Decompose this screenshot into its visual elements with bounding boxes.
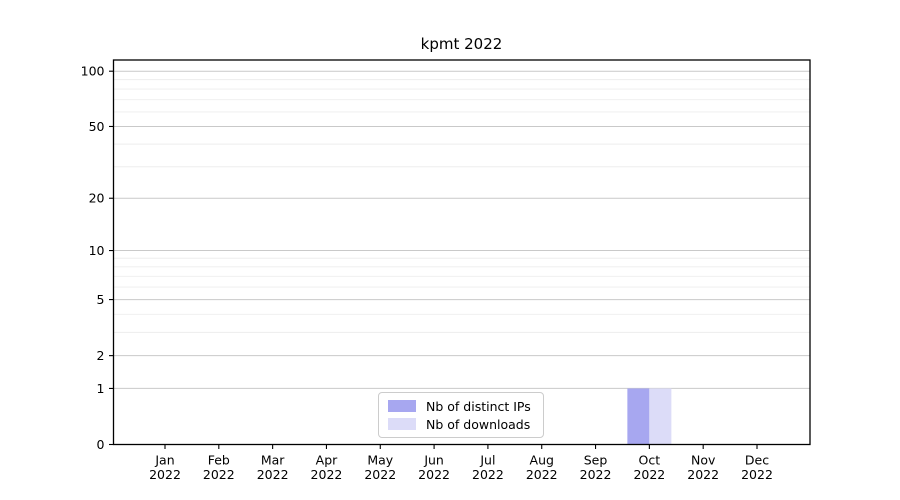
x-tick-label-year: 2022: [633, 467, 665, 482]
major-gridlines: [113, 70, 810, 389]
x-tick-label-year: 2022: [364, 467, 396, 482]
x-tick-label-year: 2022: [472, 467, 504, 482]
y-tick-label: 1: [97, 381, 105, 396]
bars: [627, 388, 672, 445]
x-tick-label-month: Jan: [154, 453, 174, 468]
legend-swatch-distinct-ips: [388, 400, 416, 412]
axis-ticks: [109, 70, 758, 449]
x-tick-labels: Jan2022Feb2022Mar2022Apr2022May2022Jun20…: [149, 453, 773, 483]
y-tick-label: 10: [89, 243, 105, 258]
y-tick-labels: 0 1 2 5 10 20 50 100: [81, 64, 105, 452]
y-tick-label: 20: [89, 191, 105, 206]
x-tick-label-month: Oct: [639, 453, 661, 468]
legend-item-distinct-ips: Nb of distinct IPs: [388, 398, 534, 414]
x-tick-label-year: 2022: [741, 467, 773, 482]
chart-legend: Nb of distinct IPs Nb of downloads: [378, 392, 544, 438]
legend-item-downloads: Nb of downloads: [388, 416, 534, 432]
minor-gridlines: [113, 79, 810, 333]
x-tick-label-month: Apr: [316, 453, 338, 468]
x-tick-label-month: May: [367, 453, 393, 468]
y-tick-label: 0: [97, 437, 105, 452]
legend-swatch-downloads: [388, 418, 416, 430]
x-tick-label-year: 2022: [257, 467, 289, 482]
chart-title: kpmt 2022: [420, 35, 503, 53]
x-tick-label-month: Feb: [208, 453, 230, 468]
x-tick-label-month: Nov: [691, 453, 716, 468]
x-tick-label-month: Jul: [479, 453, 495, 468]
legend-label-downloads: Nb of downloads: [426, 416, 531, 432]
y-tick-label: 50: [89, 119, 105, 134]
x-tick-label-month: Dec: [745, 453, 769, 468]
x-tick-label-year: 2022: [311, 467, 343, 482]
x-tick-label-year: 2022: [203, 467, 235, 482]
x-tick-label-year: 2022: [149, 467, 181, 482]
x-tick-label-month: Mar: [261, 453, 285, 468]
bar-series-0-month-9: [627, 388, 650, 445]
legend-label-distinct-ips: Nb of distinct IPs: [426, 398, 531, 414]
x-tick-label-month: Sep: [584, 453, 608, 468]
y-tick-label: 2: [97, 348, 105, 363]
y-tick-label: 100: [81, 64, 105, 79]
x-tick-label-year: 2022: [580, 467, 612, 482]
bar-series-1-month-9: [649, 388, 672, 445]
x-tick-label-month: Jun: [423, 453, 444, 468]
x-tick-label-year: 2022: [418, 467, 450, 482]
x-tick-label-month: Aug: [530, 453, 554, 468]
x-tick-label-year: 2022: [526, 467, 558, 482]
y-tick-label: 5: [97, 292, 105, 307]
x-tick-label-year: 2022: [687, 467, 719, 482]
plot-frame: [112, 59, 811, 446]
